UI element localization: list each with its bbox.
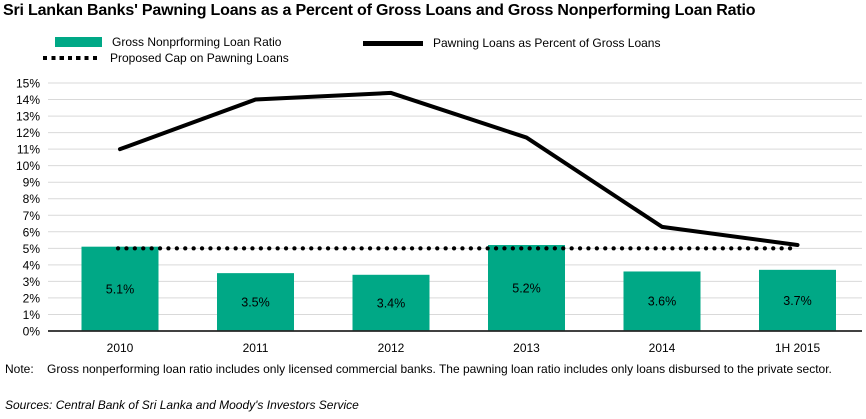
bar-value-label: 3.4% [377, 296, 406, 310]
x-tick-label: 1H 2015 [775, 341, 821, 355]
chart-plot-area: 0% 1% 2% 3% 4% 5% 6% 7% 8% 9% 10% 11% 12% 13% 14% 15% 5.… [16, 77, 862, 355]
legend-item-pawning: Pawning Loans as Percent of Gross Loans [363, 36, 660, 50]
legend-item-npl: Gross Nonprforming Loan Ratio [55, 35, 281, 49]
bar-value-label: 3.6% [648, 295, 677, 309]
x-tick-label: 2011 [243, 341, 269, 355]
y-tick-label: 1% [23, 308, 41, 322]
y-tick-label: 9% [23, 176, 41, 190]
y-tick-label: 11% [17, 143, 40, 157]
y-tick-label: 8% [23, 192, 41, 206]
green-bar-swatch-icon [55, 37, 102, 47]
y-tick-label: 10% [16, 159, 40, 173]
bar-value-label: 5.1% [106, 282, 135, 296]
y-tick-label: 6% [23, 225, 41, 239]
y-tick-label: 15% [16, 77, 40, 91]
bar-2011 [217, 273, 294, 331]
bar-2012 [352, 274, 430, 331]
x-tick-label: 2013 [513, 341, 540, 355]
legend-label-cap: Proposed Cap on Pawning Loans [110, 51, 289, 65]
bar-value-label: 3.5% [241, 296, 270, 310]
y-tick-label: 13% [16, 110, 40, 124]
y-tick-label: 2% [23, 291, 41, 305]
legend-label-npl: Gross Nonprforming Loan Ratio [112, 35, 282, 49]
note-label: Note: [5, 362, 34, 376]
y-tick-label: 3% [23, 275, 41, 289]
pawning-loans-line [118, 90, 800, 248]
y-tick-label: 7% [23, 209, 41, 223]
x-tick-label: 2014 [649, 341, 676, 355]
note-text: Gross nonperforming loan ratio includes … [47, 362, 832, 376]
chart-sources: Sources: Central Bank of Sri Lanka and M… [5, 398, 359, 412]
bar-2013 [488, 245, 565, 331]
y-tick-label: 14% [16, 93, 40, 107]
chart-title: Sri Lankan Banks' Pawning Loans as a Per… [3, 2, 756, 19]
black-line-swatch-icon [363, 40, 423, 46]
y-tick-label: 5% [23, 242, 41, 256]
bar-2014 [623, 271, 701, 331]
bar-2010 [81, 246, 159, 331]
x-tick-label: 2012 [378, 341, 405, 355]
bar-value-label: 3.7% [783, 294, 812, 308]
bar-1h-2015 [759, 269, 836, 331]
bar-value-label: 5.2% [512, 282, 541, 296]
x-tick-label: 2010 [107, 341, 134, 355]
dotted-line-swatch-icon [43, 56, 101, 60]
legend-item-cap: Proposed Cap on Pawning Loans [43, 51, 289, 65]
y-tick-label: 12% [16, 126, 40, 140]
legend-label-pawning: Pawning Loans as Percent of Gross Loans [433, 36, 661, 50]
chart-note: Note: Gross nonperforming loan ratio inc… [5, 361, 862, 378]
y-tick-label: 4% [23, 258, 41, 272]
y-tick-label: 0% [23, 325, 41, 339]
